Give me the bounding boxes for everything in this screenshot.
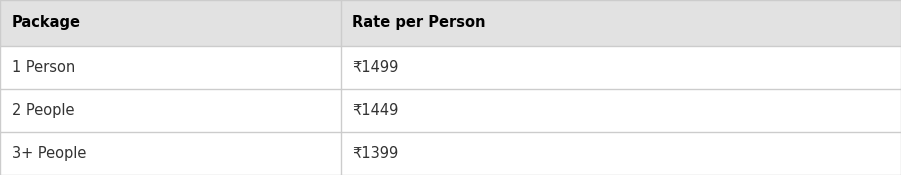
Text: ₹1449: ₹1449	[352, 103, 398, 118]
Text: 1 Person: 1 Person	[12, 60, 75, 75]
Text: Rate per Person: Rate per Person	[352, 15, 486, 30]
Text: Package: Package	[12, 15, 81, 30]
Text: 3+ People: 3+ People	[12, 146, 86, 161]
Text: ₹1399: ₹1399	[352, 146, 398, 161]
Bar	[0, 89, 901, 132]
Text: ₹1499: ₹1499	[352, 60, 398, 75]
Text: 2 People: 2 People	[12, 103, 74, 118]
Bar	[0, 0, 901, 46]
Bar	[0, 46, 901, 89]
Bar	[0, 132, 901, 175]
